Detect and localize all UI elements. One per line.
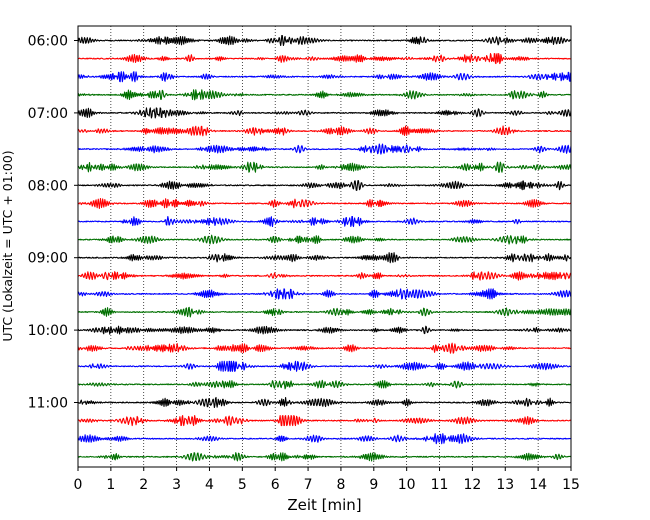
trace-10 — [77, 197, 572, 209]
trace-19 — [77, 360, 572, 372]
x-tick-label-10: 10 — [398, 477, 416, 493]
trace-14 — [77, 271, 572, 281]
x-tick-label-1: 1 — [106, 477, 115, 493]
trace-12 — [77, 234, 572, 245]
trace-22 — [77, 415, 572, 427]
x-tick-label-9: 9 — [369, 477, 378, 493]
trace-7 — [77, 143, 572, 155]
x-tick-label-13: 13 — [496, 477, 514, 493]
trace-17 — [77, 325, 572, 335]
trace-6 — [77, 125, 572, 137]
trace-23 — [77, 433, 572, 445]
trace-16 — [77, 306, 572, 318]
trace-13 — [77, 252, 572, 264]
x-tick-label-4: 4 — [205, 477, 214, 493]
x-axis: 0 1 2 3 4 5 6 7 8 9 10 11 12 13 14 15 — [74, 467, 580, 493]
y-tick-label-10:00: 10:00 — [28, 323, 68, 339]
x-tick-label-8: 8 — [336, 477, 345, 493]
y-tick-label-08:00: 08:00 — [28, 178, 68, 194]
x-tick-label-14: 14 — [529, 477, 547, 493]
plot-frame — [77, 25, 572, 468]
trace-24 — [77, 452, 572, 462]
trace-9 — [77, 180, 572, 191]
y-axis-label: UTC (Lokalzeit = UTC + 01:00) — [0, 150, 15, 341]
trace-21 — [77, 396, 572, 409]
x-tick-label-2: 2 — [139, 477, 148, 493]
trace-11 — [78, 215, 572, 228]
plot-background — [78, 26, 571, 467]
trace-8 — [77, 161, 572, 173]
x-tick-label-7: 7 — [304, 477, 313, 493]
y-tick-label-06:00: 06:00 — [28, 34, 68, 50]
y-tick-label-07:00: 07:00 — [28, 106, 68, 122]
trace-4 — [77, 89, 572, 101]
x-tick-label-0: 0 — [74, 477, 83, 493]
trace-15 — [77, 288, 572, 300]
trace-20 — [77, 379, 572, 390]
y-tick-label-11:00: 11:00 — [28, 396, 68, 412]
x-tick-label-15: 15 — [562, 477, 580, 493]
y-axis: 06:00 07:00 08:00 09:00 10:00 11:00 — [28, 34, 78, 412]
x-tick-label-3: 3 — [172, 477, 181, 493]
trace-1 — [77, 34, 572, 47]
trace-5 — [77, 107, 572, 119]
x-tick-label-11: 11 — [431, 477, 449, 493]
trace-3 — [77, 71, 572, 83]
x-tick-label-12: 12 — [463, 477, 481, 493]
trace-2 — [77, 53, 572, 65]
trace-18 — [77, 342, 572, 354]
x-tick-label-5: 5 — [238, 477, 247, 493]
seismogram-traces — [77, 34, 572, 462]
x-tick-label-6: 6 — [271, 477, 280, 493]
y-tick-label-09:00: 09:00 — [28, 251, 68, 267]
x-axis-label: Zeit [min] — [287, 496, 361, 514]
